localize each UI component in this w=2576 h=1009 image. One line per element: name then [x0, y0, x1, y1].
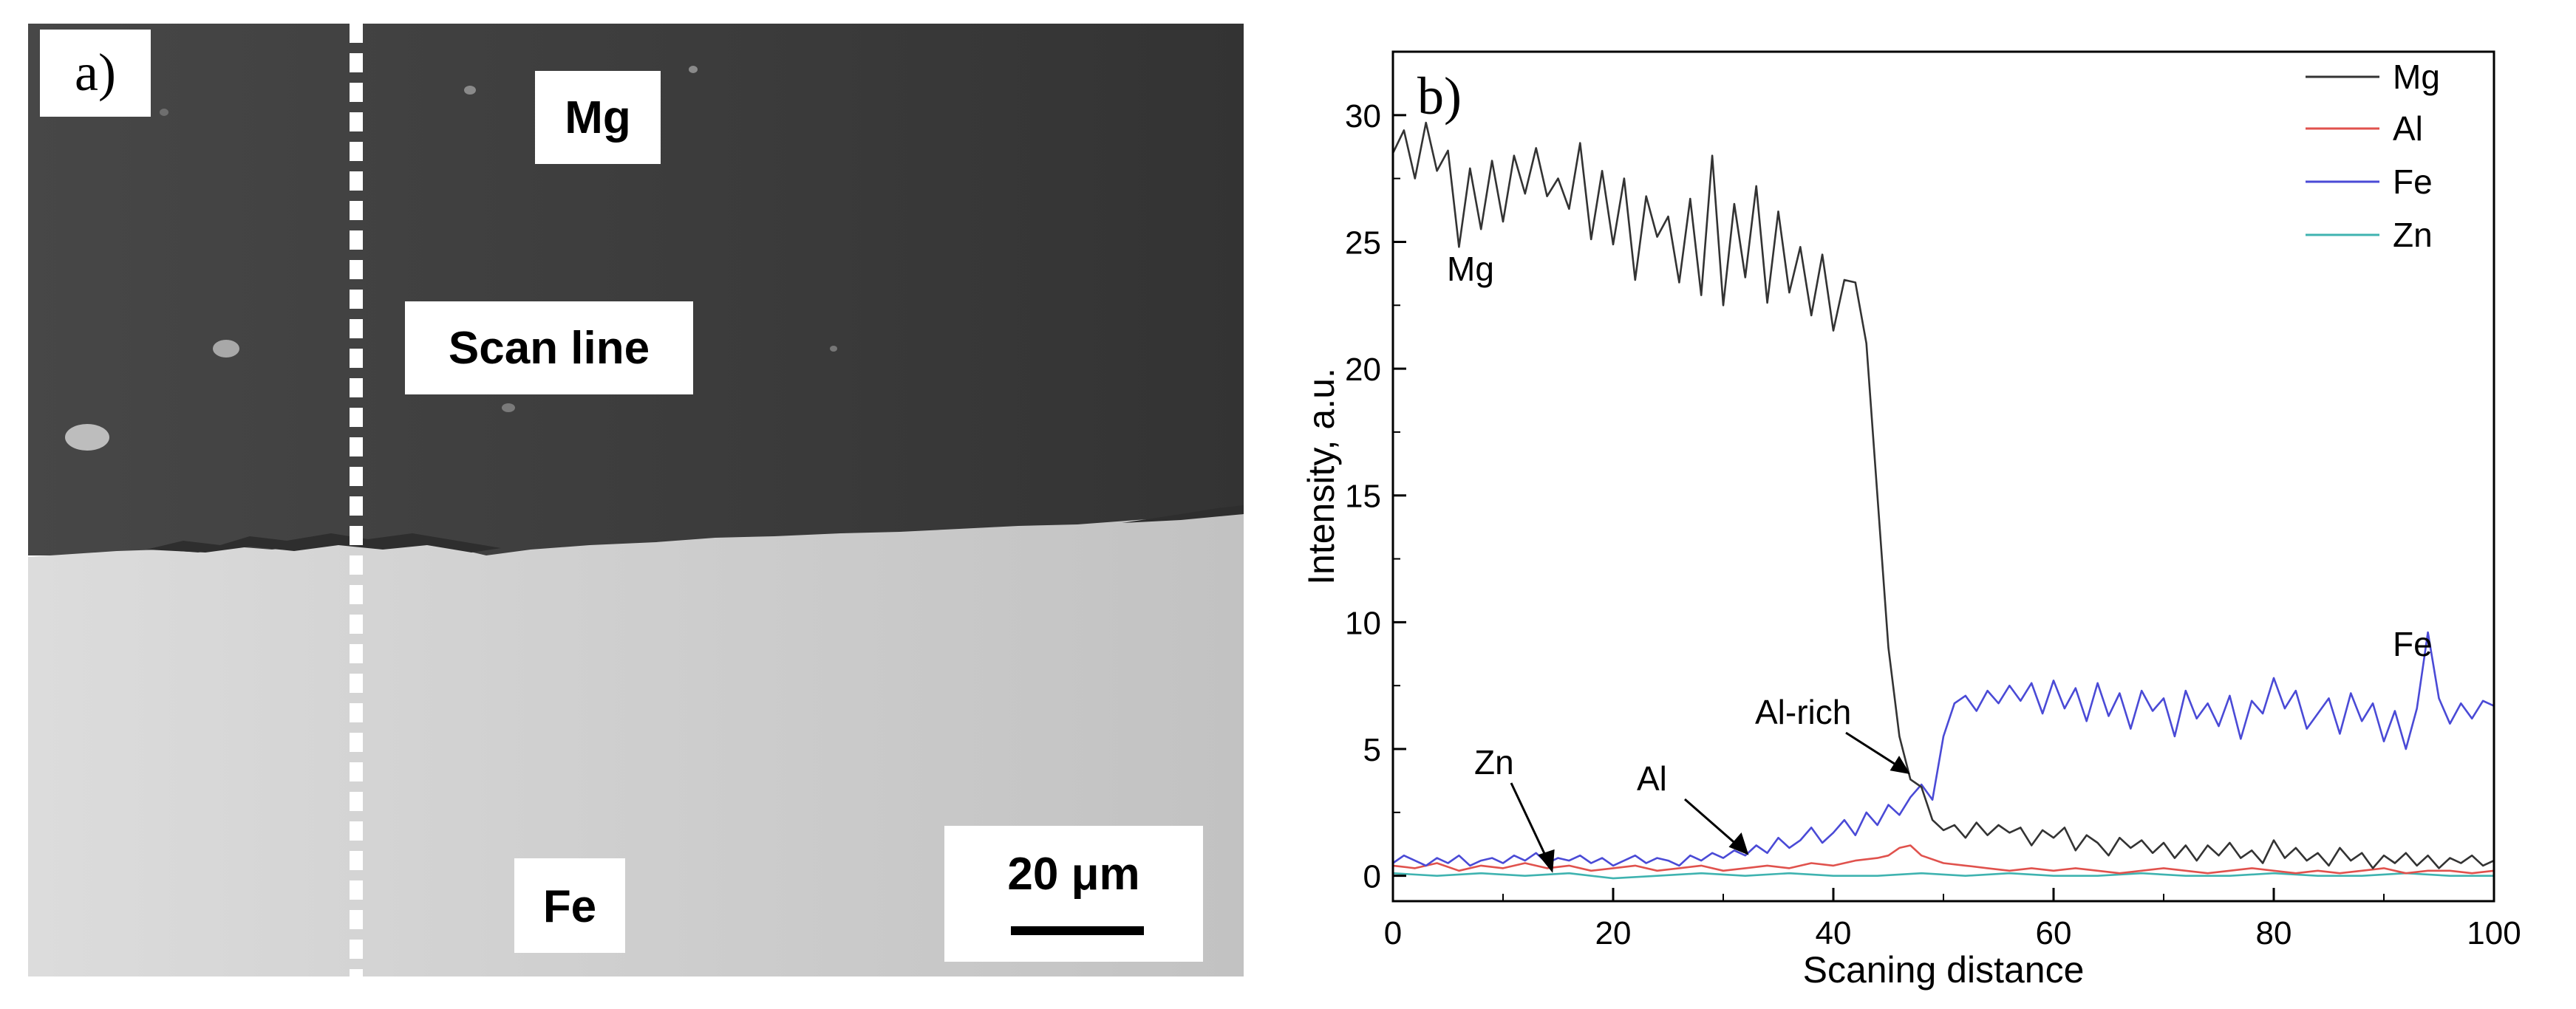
panel-label-box — [40, 30, 151, 117]
legend-label-fe: Fe — [2393, 163, 2433, 201]
panel-label-a: a) — [75, 43, 116, 102]
arrow-al-rich — [1845, 731, 1900, 768]
annotation-fe: Fe — [2393, 625, 2433, 663]
region-label-mg: Mg — [565, 92, 631, 143]
annotation-al-rich: Al-rich — [1755, 693, 1851, 731]
y-tick-label: 25 — [1345, 225, 1381, 261]
region-label-box-fe — [514, 858, 625, 953]
annotation-mg: Mg — [1447, 250, 1494, 288]
arrow-al-rich-head — [1890, 756, 1910, 775]
legend: Mg Al Fe Zn — [2306, 58, 2440, 254]
scan-line-label: Scan line — [449, 323, 650, 374]
scale-bar-box — [944, 826, 1203, 962]
arrow-zn — [1510, 782, 1549, 861]
scan-line-label-box — [405, 301, 693, 394]
legend-label-al: Al — [2393, 109, 2423, 148]
legend-label-zn: Zn — [2393, 216, 2433, 254]
series-line-zn — [1392, 872, 2494, 880]
x-tick-label: 100 — [2467, 915, 2521, 951]
arrow-zn-head — [1538, 849, 1555, 873]
particle — [464, 86, 476, 95]
x-tick-label: 0 — [1384, 915, 1402, 951]
annotation-arrows — [1510, 731, 1910, 873]
y-tick-label: 5 — [1363, 732, 1381, 768]
x-tick-label: 40 — [1816, 915, 1852, 951]
sem-micrograph: a) Mg Scan line Fe 20 μm — [28, 24, 1244, 976]
fe-region — [28, 514, 1244, 976]
annotation-al: Al — [1637, 759, 1667, 798]
interface-debris — [146, 533, 501, 553]
particle — [689, 66, 698, 73]
x-tick-label: 20 — [1595, 915, 1632, 951]
y-tick-label: 15 — [1345, 479, 1381, 515]
ticks-layer: 0 20 40 60 80 100 0 5 10 15 20 25 30 — [1345, 98, 2521, 951]
legend-label-mg: Mg — [2393, 58, 2440, 96]
particle — [65, 424, 109, 451]
y-tick-label: 20 — [1345, 352, 1381, 388]
particle — [830, 346, 837, 352]
particle — [160, 109, 168, 116]
y-tick-label: 30 — [1345, 98, 1381, 134]
scale-bar-label: 20 μm — [1007, 849, 1139, 900]
region-label-fe: Fe — [543, 881, 596, 932]
arrow-al — [1684, 798, 1739, 847]
region-label-box-mg — [535, 71, 661, 164]
particle — [502, 403, 515, 412]
y-axis-label: Intensity, a.u. — [1301, 368, 1342, 585]
scale-bar — [1011, 926, 1144, 935]
series-line-fe — [1392, 631, 2495, 867]
y-tick-label: 0 — [1363, 859, 1381, 895]
y-tick-label: 10 — [1345, 605, 1381, 641]
particle — [213, 340, 239, 358]
annotation-zn: Zn — [1474, 743, 1514, 781]
series-line-al — [1392, 844, 2495, 875]
x-tick-label: 80 — [2256, 915, 2292, 951]
x-axis-label: Scaning distance — [1803, 949, 2085, 991]
line-scan-chart-panel: 0 20 40 60 80 100 0 5 10 15 20 25 30 b) Scaning dist… — [1256, 22, 2576, 1005]
arrow-al-head — [1728, 832, 1749, 855]
series-line-mg — [1391, 121, 2495, 869]
sem-micrograph-panel: a) Mg Scan line Fe 20 μm — [28, 24, 1244, 976]
series-layer — [1391, 121, 2495, 880]
x-tick-label: 60 — [2036, 915, 2072, 951]
panel-label-b: b) — [1417, 66, 1462, 126]
interface-debris-right — [1122, 505, 1244, 523]
line-scan-chart: 0 20 40 60 80 100 0 5 10 15 20 25 30 b) Scaning dist… — [1301, 50, 2521, 991]
